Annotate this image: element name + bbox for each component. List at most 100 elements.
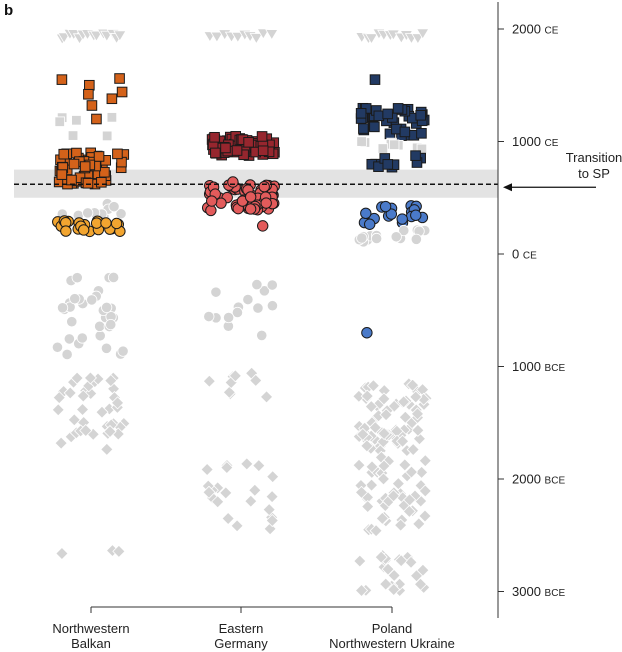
point-25-70 xyxy=(406,443,420,457)
point-26-42 xyxy=(418,454,432,468)
point-14-9 xyxy=(203,310,215,323)
point-3-6 xyxy=(54,116,65,127)
point-14-4 xyxy=(231,306,244,319)
category-label-1: Northwestern Balkan xyxy=(52,621,129,651)
point-16-14 xyxy=(211,495,225,509)
point-7-33 xyxy=(107,271,120,284)
point-10-10 xyxy=(265,29,279,41)
point-14-6 xyxy=(266,279,278,291)
point-16-17 xyxy=(240,457,254,471)
point-15-5 xyxy=(222,385,236,399)
point-9-2 xyxy=(112,544,126,558)
point-21-10 xyxy=(382,159,394,170)
point-3-2 xyxy=(106,112,118,123)
point-11-57 xyxy=(210,147,221,159)
point-23-15 xyxy=(410,233,422,245)
point-3-5 xyxy=(101,130,113,142)
point-7-17 xyxy=(69,293,81,305)
point-26-10 xyxy=(418,509,432,523)
point-23-10 xyxy=(371,232,383,245)
point-26-16 xyxy=(412,517,426,531)
point-8-33 xyxy=(111,396,125,410)
point-22-9 xyxy=(385,208,398,220)
point-14-14 xyxy=(210,286,222,298)
point-25-49 xyxy=(377,392,391,406)
point-16-20 xyxy=(262,503,276,517)
category-label-2: Eastern Germany xyxy=(214,621,268,651)
point-12-63 xyxy=(258,180,270,193)
point-13-1 xyxy=(257,220,269,232)
point-27-24 xyxy=(374,550,388,564)
y-tick-number-6: 3000 xyxy=(512,584,545,599)
y-tick-unit-3: CE xyxy=(523,251,537,262)
point-7-13 xyxy=(63,333,75,345)
point-7-31 xyxy=(101,301,113,314)
point-4-48 xyxy=(99,166,110,178)
point-2-5 xyxy=(83,88,94,100)
point-25-58 xyxy=(366,379,380,393)
point-26-41 xyxy=(376,472,391,486)
point-2-4 xyxy=(116,86,128,98)
category-label-3: Poland Northwestern Ukraine xyxy=(329,621,455,651)
point-16-16 xyxy=(244,494,258,508)
point-7-28 xyxy=(76,332,88,344)
point-4-59 xyxy=(68,158,80,170)
point-27-23 xyxy=(394,554,408,568)
point-8-36 xyxy=(51,403,65,417)
point-12-59 xyxy=(206,195,218,207)
point-27-19 xyxy=(413,577,428,591)
y-tick-number-5: 2000 xyxy=(512,472,545,487)
point-26-45 xyxy=(377,459,391,473)
point-6-21 xyxy=(100,217,112,229)
point-8-34 xyxy=(75,402,90,417)
point-12-65 xyxy=(244,203,257,215)
point-7-1 xyxy=(94,330,106,342)
point-5-6 xyxy=(108,201,120,213)
y-tick-label-2: 1000 CE xyxy=(512,134,559,149)
point-15-2 xyxy=(259,390,274,404)
point-16-12 xyxy=(200,462,214,477)
point-26-46 xyxy=(386,489,401,503)
point-25-53 xyxy=(377,426,391,441)
point-8-11 xyxy=(104,374,118,388)
point-4-50 xyxy=(56,169,68,180)
point-22-16 xyxy=(379,200,392,213)
panel-label: b xyxy=(4,2,13,19)
point-2-3 xyxy=(84,79,95,91)
y-tick-label-4: 1000 BCE xyxy=(512,359,565,374)
point-14-2 xyxy=(266,300,279,312)
point-4-43 xyxy=(112,148,123,160)
point-16-22 xyxy=(220,460,234,475)
point-8-22 xyxy=(67,413,81,427)
point-8-14 xyxy=(70,371,84,385)
point-27-18 xyxy=(387,568,401,582)
transition-label: Transition to SP xyxy=(566,150,622,181)
point-7-15 xyxy=(71,272,83,284)
point-22-11 xyxy=(363,218,376,230)
point-25-62 xyxy=(397,395,411,409)
point-25-66 xyxy=(379,408,393,422)
point-15-8 xyxy=(228,369,242,383)
point-15-1 xyxy=(202,374,216,388)
point-26-8 xyxy=(352,458,366,472)
point-27-1 xyxy=(353,554,367,568)
point-7-19 xyxy=(61,348,73,361)
point-4-60 xyxy=(79,161,91,172)
point-19-38 xyxy=(399,126,411,138)
y-tick-label-5: 2000 BCE xyxy=(512,472,565,487)
point-14-12 xyxy=(222,311,235,324)
point-8-38 xyxy=(79,423,93,438)
point-3-1 xyxy=(71,115,82,126)
point-26-49 xyxy=(402,504,416,519)
point-26-44 xyxy=(394,518,408,532)
point-18-1 xyxy=(369,74,381,85)
point-11-60 xyxy=(243,137,254,148)
point-26-19 xyxy=(418,484,432,498)
point-10-8 xyxy=(249,33,264,45)
point-25-55 xyxy=(364,399,378,414)
point-26-20 xyxy=(415,465,429,479)
point-6-13 xyxy=(110,217,123,230)
point-16-21 xyxy=(230,519,244,533)
